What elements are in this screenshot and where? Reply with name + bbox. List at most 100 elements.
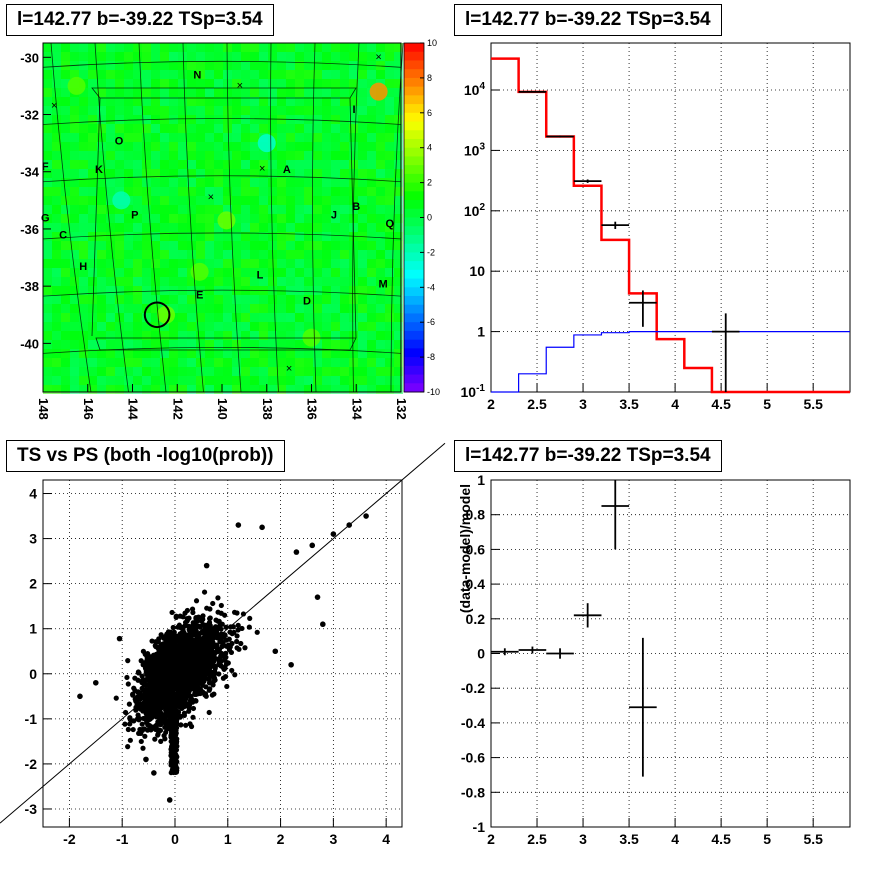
scatter-point [198, 667, 204, 674]
skymap-pixel [367, 385, 376, 394]
residual-data-point [491, 648, 519, 656]
skymap-pixel [52, 187, 61, 196]
skymap-pixel [88, 268, 97, 277]
skymap-pixel [160, 295, 169, 304]
skymap-pixel [322, 61, 331, 70]
skymap-pixel [340, 133, 349, 142]
skymap-pixel [160, 187, 169, 196]
skymap-pixel [268, 259, 277, 268]
skymap-pixel [304, 151, 313, 160]
skymap-pixel [52, 205, 61, 214]
skymap-pixel [367, 196, 376, 205]
skymap-pixel [340, 43, 349, 52]
skymap-pixel [205, 313, 214, 322]
scatter-point [174, 660, 180, 666]
skymap-pixel [160, 196, 169, 205]
skymap-pixel [385, 241, 394, 250]
skymap-pixel [115, 232, 124, 241]
skymap-pixel [313, 160, 322, 169]
skymap-pixel [277, 223, 286, 232]
skymap-pixel [277, 106, 286, 115]
skymap-pixel [43, 151, 52, 160]
skymap-pixel [232, 142, 241, 151]
skymap-pixel [286, 241, 295, 250]
scatter-point [163, 690, 169, 696]
scatter-point [221, 653, 228, 659]
skymap-pixel [178, 52, 187, 61]
colorbar-segment [404, 296, 424, 306]
skymap-pixel [169, 214, 178, 223]
skymap-pixel [223, 376, 232, 385]
skymap-pixel [124, 241, 133, 250]
skymap-pixel [394, 277, 403, 286]
scatter-point [170, 729, 176, 735]
skymap-pixel [178, 133, 187, 142]
skymap-pixel [349, 313, 358, 322]
skymap-pixel [349, 79, 358, 88]
skymap-pixel [304, 106, 313, 115]
scatter-point [174, 740, 180, 745]
scatter-point [190, 660, 196, 666]
skymap-pixel [331, 250, 340, 259]
skymap-pixel [151, 124, 160, 133]
skymap-pixel [349, 151, 358, 160]
skymap-pixel [349, 286, 358, 295]
scatter-diagonal-line [0, 442, 446, 824]
skymap-pixel [376, 241, 385, 250]
skymap-pixel [142, 313, 151, 322]
skymap-pixel [394, 70, 403, 79]
skymap-pixel [313, 178, 322, 187]
skymap-pixel [214, 376, 223, 385]
skymap-pixel [277, 88, 286, 97]
skymap-pixel [115, 331, 124, 340]
skymap-pixel [259, 70, 268, 79]
skymap-pixel [187, 169, 196, 178]
scatter-point [185, 672, 191, 678]
skymap-pixel [223, 358, 232, 367]
skymap-pixel [250, 151, 259, 160]
skymap-pixel [322, 277, 331, 286]
skymap-pixel [187, 97, 196, 106]
scatter-point [168, 710, 174, 716]
skymap-pixel [232, 97, 241, 106]
scatter-point [180, 688, 186, 695]
residual-data-point [518, 646, 547, 654]
skymap-pixel [376, 61, 385, 70]
skymap-pixel [61, 133, 70, 142]
skymap-pixel [376, 295, 385, 304]
skymap-pixel [358, 340, 367, 349]
skymap-longitude-line [390, 42, 404, 393]
skymap-pixel [187, 349, 196, 358]
skymap-pixel [52, 367, 61, 376]
skymap-pixel [133, 241, 142, 250]
skymap-pixel [142, 286, 151, 295]
skymap-pixel [142, 151, 151, 160]
skymap-pixel [88, 187, 97, 196]
skymap-pixel [178, 250, 187, 259]
skymap-pixel [340, 322, 349, 331]
skymap-y-tick-label: -34 [20, 165, 40, 180]
scatter-point [181, 667, 187, 673]
skymap-pixel [268, 223, 277, 232]
skymap-pixel [250, 124, 259, 133]
skymap-pixel [385, 115, 394, 124]
colorbar-segment [404, 234, 424, 245]
skymap-pixel [196, 142, 205, 151]
skymap-pixel [367, 124, 376, 133]
scatter-point [125, 658, 131, 664]
skymap-pixel [97, 358, 106, 367]
skymap-pixel [268, 61, 277, 70]
skymap-pixel [232, 268, 241, 277]
skymap-pixel [367, 313, 376, 322]
skymap-pixel [286, 340, 295, 349]
skymap-pixel [358, 376, 367, 385]
skymap-pixel [151, 376, 160, 385]
scatter-point [206, 687, 212, 693]
skymap-pixel [52, 196, 61, 205]
skymap-pixel [205, 277, 214, 286]
skymap-pixel [223, 178, 232, 187]
skymap-pixel [133, 88, 142, 97]
scatter-point [144, 727, 151, 733]
skymap-pixel [178, 277, 187, 286]
